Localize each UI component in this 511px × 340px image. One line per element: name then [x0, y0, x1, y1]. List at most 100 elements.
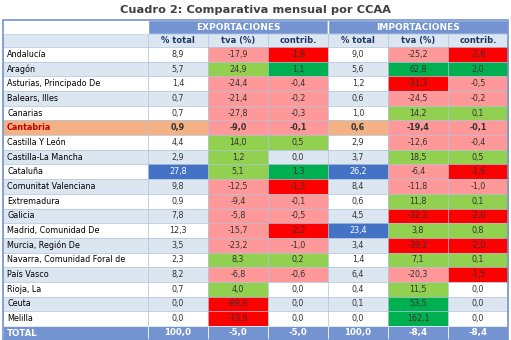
Text: 1,2: 1,2	[232, 153, 244, 162]
Bar	[3, 296, 148, 311]
Text: 0,0: 0,0	[172, 300, 184, 308]
Bar	[328, 150, 388, 165]
Bar	[3, 267, 148, 282]
Bar	[388, 135, 448, 150]
Text: País Vasco: País Vasco	[7, 270, 49, 279]
Bar	[268, 165, 328, 179]
Bar	[148, 47, 208, 62]
Text: -0,1: -0,1	[290, 197, 306, 206]
Text: 162,1: 162,1	[407, 314, 429, 323]
Text: -12,6: -12,6	[408, 138, 428, 147]
Text: 100,0: 100,0	[344, 328, 371, 338]
Bar	[208, 282, 268, 296]
Text: IMPORTACIONES: IMPORTACIONES	[376, 22, 460, 32]
Bar	[388, 62, 448, 76]
Text: 1,2: 1,2	[352, 79, 364, 88]
Bar	[3, 165, 148, 179]
Bar	[268, 47, 328, 62]
Text: 9,8: 9,8	[172, 182, 184, 191]
Text: -9,4: -9,4	[230, 197, 246, 206]
Bar	[388, 208, 448, 223]
Bar	[3, 179, 148, 194]
Bar	[3, 20, 148, 34]
Text: Canarias: Canarias	[7, 108, 42, 118]
Bar	[268, 282, 328, 296]
Text: Castilla-La Mancha: Castilla-La Mancha	[7, 153, 83, 162]
Text: 2,9: 2,9	[172, 153, 184, 162]
Bar	[328, 253, 388, 267]
Bar	[208, 267, 268, 282]
Text: 0,7: 0,7	[172, 94, 184, 103]
Bar	[448, 150, 508, 165]
Bar	[388, 194, 448, 208]
Text: 0,0: 0,0	[352, 314, 364, 323]
Text: -2,0: -2,0	[470, 211, 485, 220]
Text: 0,5: 0,5	[292, 138, 304, 147]
Text: Murcia, Región De: Murcia, Región De	[7, 240, 80, 250]
Text: Castilla Y León: Castilla Y León	[7, 138, 65, 147]
Text: -17,9: -17,9	[228, 50, 248, 59]
Bar	[148, 253, 208, 267]
Text: -8,4: -8,4	[408, 328, 428, 338]
Text: -0,6: -0,6	[290, 270, 306, 279]
Bar	[268, 120, 328, 135]
Bar	[388, 296, 448, 311]
Bar	[268, 253, 328, 267]
Bar	[328, 296, 388, 311]
Bar	[208, 150, 268, 165]
Bar	[148, 120, 208, 135]
Text: 11,8: 11,8	[409, 197, 427, 206]
Text: -12,5: -12,5	[228, 182, 248, 191]
Text: -0,1: -0,1	[469, 123, 486, 132]
Text: 7,8: 7,8	[172, 211, 184, 220]
Text: -0,5: -0,5	[470, 79, 485, 88]
Bar	[148, 76, 208, 91]
Text: tva (%): tva (%)	[221, 36, 255, 45]
Bar	[268, 62, 328, 76]
Bar	[268, 150, 328, 165]
Bar	[148, 296, 208, 311]
Text: 0,5: 0,5	[472, 153, 484, 162]
Bar	[328, 47, 388, 62]
Text: contrib.: contrib.	[459, 36, 497, 45]
Bar	[208, 194, 268, 208]
Text: 8,2: 8,2	[172, 270, 184, 279]
Text: 0,0: 0,0	[472, 285, 484, 294]
Text: 0,1: 0,1	[472, 197, 484, 206]
Bar	[148, 150, 208, 165]
Text: 0,9: 0,9	[172, 197, 184, 206]
Bar	[328, 267, 388, 282]
Bar	[208, 238, 268, 253]
Text: 0,0: 0,0	[292, 300, 304, 308]
Text: Aragón: Aragón	[7, 64, 36, 74]
Text: 0,0: 0,0	[292, 285, 304, 294]
Bar	[148, 20, 328, 34]
Text: 18,5: 18,5	[409, 153, 427, 162]
Text: 0,4: 0,4	[352, 285, 364, 294]
Text: 1,4: 1,4	[352, 255, 364, 265]
Text: 0,9: 0,9	[171, 123, 185, 132]
Text: 8,3: 8,3	[232, 255, 244, 265]
Text: -0,3: -0,3	[290, 108, 306, 118]
Text: -2,2: -2,2	[290, 226, 306, 235]
Bar	[448, 120, 508, 135]
Bar	[388, 267, 448, 282]
Text: 1,0: 1,0	[352, 108, 364, 118]
Bar	[388, 311, 448, 326]
Text: 8,4: 8,4	[352, 182, 364, 191]
Text: 4,0: 4,0	[232, 285, 244, 294]
Text: -24,4: -24,4	[228, 79, 248, 88]
Text: Balears, Illes: Balears, Illes	[7, 94, 58, 103]
Bar	[208, 253, 268, 267]
Bar	[208, 179, 268, 194]
Bar	[208, 34, 268, 47]
Text: Cuadro 2: Comparativa mensual por CCAA: Cuadro 2: Comparativa mensual por CCAA	[120, 5, 391, 15]
Bar	[208, 165, 268, 179]
Text: Comunitat Valenciana: Comunitat Valenciana	[7, 182, 96, 191]
Text: 3,4: 3,4	[352, 241, 364, 250]
Text: contrib.: contrib.	[280, 36, 317, 45]
Text: 3,7: 3,7	[352, 153, 364, 162]
Text: 8,9: 8,9	[172, 50, 184, 59]
Text: -89,9: -89,9	[228, 300, 248, 308]
Bar	[3, 311, 148, 326]
